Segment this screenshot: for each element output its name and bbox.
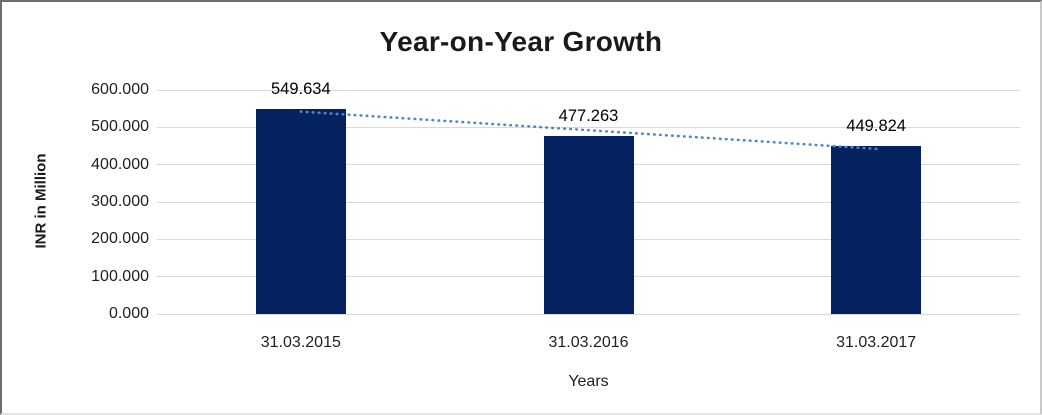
y-axis-tick-label: 100.000 bbox=[91, 267, 149, 285]
x-axis-tick-label: 31.03.2015 bbox=[260, 334, 341, 351]
x-axis-title: Years bbox=[568, 373, 609, 390]
chart-title: Year-on-Year Growth bbox=[379, 26, 663, 57]
gridline bbox=[157, 313, 1020, 315]
y-axis-tick-label: 400.000 bbox=[91, 155, 149, 173]
x-axis-tick-label: 31.03.2016 bbox=[548, 334, 629, 351]
y-axis-tick-label: 300.000 bbox=[91, 193, 149, 210]
y-axis-tick-label: 600.000 bbox=[91, 81, 149, 98]
y-axis-tick-label: 0.000 bbox=[108, 305, 149, 322]
bar bbox=[831, 146, 922, 314]
gridline bbox=[157, 89, 1020, 91]
bar-value-label: 549.634 bbox=[271, 79, 331, 98]
bar bbox=[255, 108, 346, 314]
bar-value-label: 477.263 bbox=[558, 106, 619, 125]
bar-value-label: 449.824 bbox=[846, 117, 906, 136]
y-axis-tick-label: 200.000 bbox=[91, 230, 149, 248]
x-axis-tick-label: 31.03.2017 bbox=[836, 334, 917, 351]
y-axis-tick-label: 500.000 bbox=[91, 118, 149, 136]
bar bbox=[543, 135, 634, 314]
